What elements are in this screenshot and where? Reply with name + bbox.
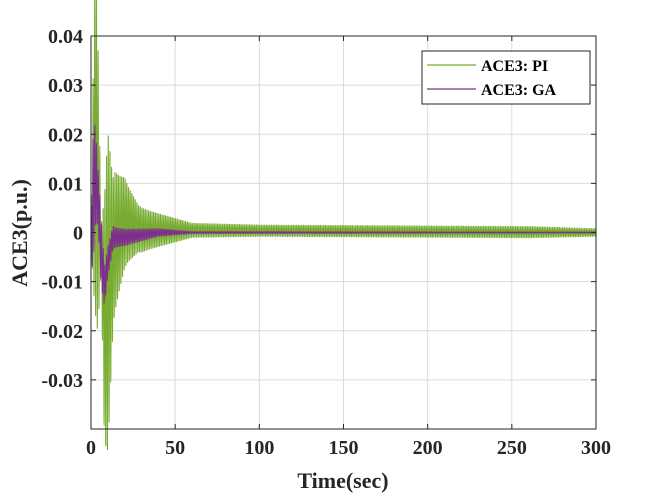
y-tick-label: 0.04 [48, 26, 83, 48]
x-tick-labels: 0 50 100 150 200 250 300 [86, 437, 611, 459]
y-tick-label: 0 [73, 223, 83, 245]
x-tick-label: 150 [329, 437, 359, 459]
legend-label-ga: ACE3: GA [481, 82, 557, 99]
y-tick-label: 0.02 [48, 124, 83, 146]
y-axis-title: ACE3(p.u.) [7, 179, 32, 287]
x-tick-label: 250 [497, 437, 527, 459]
y-tick-label: 0.01 [48, 173, 83, 195]
y-tick-label: -0.03 [41, 370, 83, 392]
y-tick-label: -0.02 [41, 321, 83, 343]
x-tick-label: 50 [165, 437, 185, 459]
x-tick-label: 100 [244, 437, 274, 459]
legend: ACE3: PI ACE3: GA [421, 50, 591, 105]
x-axis-title: Time(sec) [297, 468, 388, 493]
legend-label-pi: ACE3: PI [481, 58, 548, 75]
x-tick-label: 200 [413, 437, 443, 459]
y-tick-labels: 0.04 0.03 0.02 0.01 0 -0.01 -0.02 -0.03 [41, 26, 83, 392]
y-tick-label: -0.01 [41, 272, 83, 294]
series-lines [90, 0, 597, 451]
x-tick-label: 0 [86, 437, 96, 459]
series-line-ga [90, 124, 597, 304]
y-tick-label: 0.03 [48, 75, 83, 97]
ticks [90, 35, 597, 429]
legend-box [421, 50, 591, 105]
x-tick-label: 300 [581, 437, 611, 459]
